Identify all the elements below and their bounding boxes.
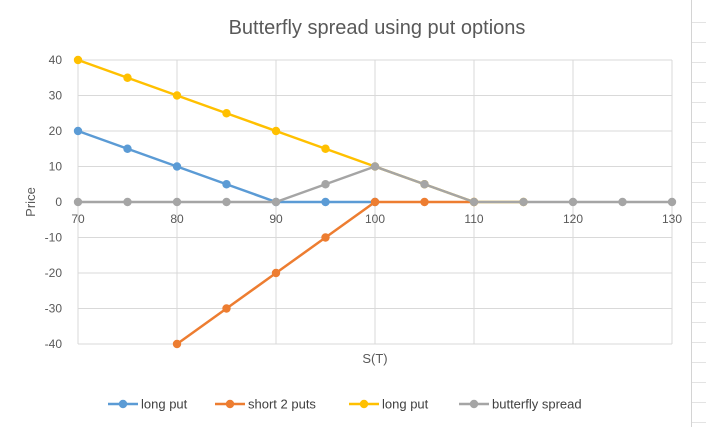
data-point (172, 197, 182, 207)
data-point (73, 55, 83, 65)
data-point (370, 197, 380, 207)
y-tick-label: 20 (49, 124, 63, 138)
spreadsheet-row-line (692, 422, 706, 423)
chart-title: Butterfly spread using put options (229, 17, 526, 39)
spreadsheet-row-line (692, 322, 706, 323)
data-point (568, 197, 578, 207)
data-point (172, 162, 182, 171)
data-point (271, 197, 281, 207)
data-point (172, 339, 182, 349)
y-tick-label: -20 (45, 266, 63, 280)
legend-item[interactable]: long put (108, 397, 188, 412)
y-tick-label: -10 (45, 231, 63, 245)
y-tick-label: 30 (49, 89, 63, 103)
data-point (321, 180, 330, 189)
spreadsheet-row-line (692, 102, 706, 103)
spreadsheet-row-line (692, 142, 706, 143)
legend[interactable]: long put short 2 puts long put butterfly sp… (108, 397, 582, 412)
spreadsheet-row-line (692, 242, 706, 243)
legend-label: long put (141, 397, 188, 412)
spreadsheet-row-line (692, 42, 706, 43)
data-point (618, 197, 627, 207)
y-tick-label: 0 (55, 195, 62, 209)
data-point (222, 109, 231, 118)
spreadsheet-row-line (692, 62, 706, 63)
y-axis-ticks: 40 30 20 10 0 -10 -20 -30 -40 (45, 53, 63, 351)
legend-marker (118, 399, 128, 409)
spreadsheet-row-line (692, 182, 706, 183)
y-tick-label: -30 (45, 302, 63, 316)
data-point (271, 126, 281, 136)
data-point (73, 126, 83, 136)
spreadsheet-row-line (692, 402, 706, 403)
y-tick-label: 10 (49, 160, 63, 174)
x-tick-label: 120 (563, 212, 583, 226)
data-point (222, 304, 231, 313)
series-1 (73, 126, 380, 207)
data-point (123, 144, 132, 153)
x-tick-label: 100 (365, 212, 385, 226)
x-axis-title: S(T) (362, 351, 387, 366)
x-axis-ticks: 70 80 90 100 110 120 130 (71, 212, 682, 226)
data-point (420, 197, 429, 207)
data-point (667, 197, 677, 207)
x-tick-label: 70 (71, 212, 85, 226)
x-tick-label: 130 (662, 212, 682, 226)
data-point (469, 197, 479, 207)
x-tick-label: 80 (170, 212, 184, 226)
series-2 (172, 197, 479, 349)
spreadsheet-row-line (692, 82, 706, 83)
plot-area (73, 55, 677, 349)
data-point (321, 197, 330, 207)
spreadsheet-column-edge (691, 0, 706, 427)
data-point (519, 197, 528, 207)
data-point (73, 197, 83, 207)
legend-marker (225, 399, 235, 409)
data-point (123, 197, 132, 207)
data-point (321, 144, 330, 153)
data-point (321, 233, 330, 242)
series-4 (73, 162, 677, 207)
legend-item[interactable]: butterfly spread (459, 397, 582, 412)
data-point (172, 91, 182, 100)
spreadsheet-row-line (692, 22, 706, 23)
data-point (420, 180, 429, 189)
legend-marker (359, 399, 369, 409)
x-tick-label: 90 (269, 212, 283, 226)
y-tick-label: 40 (49, 53, 63, 67)
legend-label: long put (382, 397, 429, 412)
x-tick-label: 110 (464, 212, 483, 226)
spreadsheet-row-line (692, 202, 706, 203)
legend-label: short 2 puts (248, 397, 316, 412)
legend-marker (469, 399, 479, 409)
spreadsheet-row-line (692, 342, 706, 343)
data-point (222, 180, 231, 189)
spreadsheet-row-line (692, 302, 706, 303)
legend-label: butterfly spread (492, 397, 582, 412)
y-tick-label: -40 (45, 337, 63, 351)
spreadsheet-row-line (692, 222, 706, 223)
legend-item[interactable]: long put (349, 397, 429, 412)
spreadsheet-row-line (692, 282, 706, 283)
data-point (222, 197, 231, 207)
spreadsheet-row-line (692, 122, 706, 123)
data-point (271, 268, 281, 278)
spreadsheet-row-line (692, 382, 706, 383)
y-axis-title: Price (23, 187, 38, 217)
data-point (370, 162, 380, 171)
spreadsheet-row-line (692, 262, 706, 263)
legend-item[interactable]: short 2 puts (215, 397, 316, 412)
data-point (123, 73, 132, 82)
spreadsheet-row-line (692, 162, 706, 163)
spreadsheet-row-line (692, 362, 706, 363)
